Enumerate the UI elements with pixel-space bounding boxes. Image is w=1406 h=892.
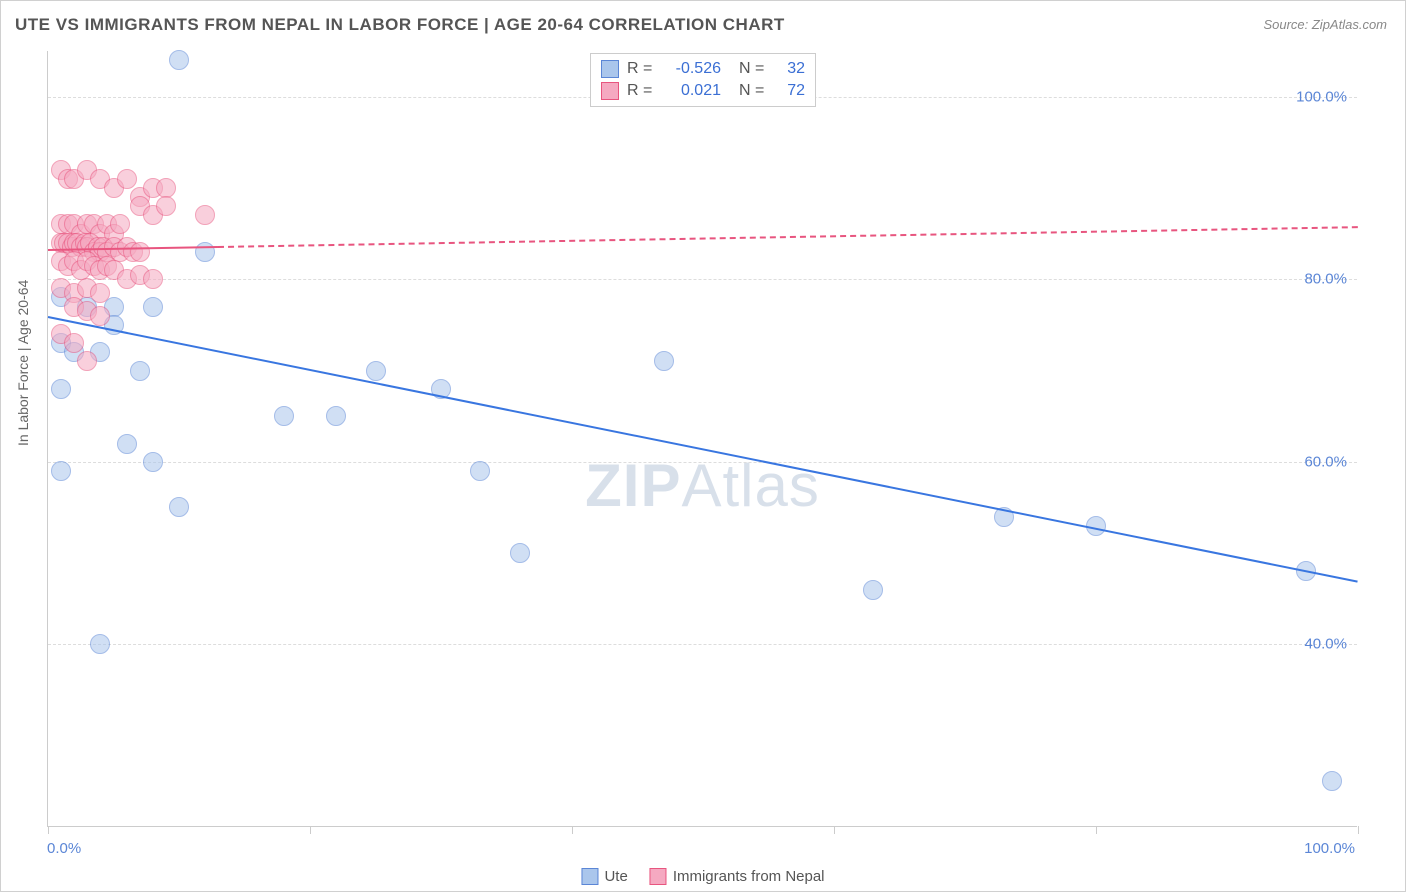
- series-legend: Ute Immigrants from Nepal: [581, 868, 824, 885]
- y-tick-label: 40.0%: [1304, 636, 1347, 653]
- scatter-point: [77, 351, 97, 371]
- legend-swatch: [601, 60, 619, 78]
- legend-n-value: 72: [777, 82, 805, 100]
- legend-item: Ute: [581, 868, 627, 885]
- legend-n-label: N =: [739, 82, 769, 100]
- scatter-point: [326, 406, 346, 426]
- y-tick-label: 100.0%: [1296, 88, 1347, 105]
- legend-r-value: 0.021: [665, 82, 721, 100]
- scatter-point: [195, 205, 215, 225]
- scatter-point: [51, 461, 71, 481]
- legend-r-label: R =: [627, 60, 657, 78]
- chart-title: UTE VS IMMIGRANTS FROM NEPAL IN LABOR FO…: [15, 15, 785, 35]
- chart-container: UTE VS IMMIGRANTS FROM NEPAL IN LABOR FO…: [0, 0, 1406, 892]
- legend-label: Immigrants from Nepal: [673, 868, 825, 885]
- y-tick-label: 80.0%: [1304, 271, 1347, 288]
- correlation-legend: R = -0.526 N = 32 R = 0.021 N = 72: [590, 53, 816, 107]
- scatter-point: [117, 169, 137, 189]
- scatter-point: [51, 379, 71, 399]
- legend-r-value: -0.526: [665, 60, 721, 78]
- x-tick: [834, 826, 835, 834]
- scatter-point: [90, 306, 110, 326]
- scatter-point: [130, 361, 150, 381]
- legend-swatch: [581, 868, 598, 885]
- scatter-point: [1322, 771, 1342, 791]
- gridline: [48, 462, 1357, 463]
- scatter-point: [366, 361, 386, 381]
- gridline: [48, 279, 1357, 280]
- scatter-point: [470, 461, 490, 481]
- x-tick: [48, 826, 49, 834]
- scatter-point: [156, 196, 176, 216]
- scatter-point: [654, 351, 674, 371]
- legend-label: Ute: [604, 868, 627, 885]
- scatter-point: [510, 543, 530, 563]
- scatter-point: [130, 242, 150, 262]
- legend-swatch: [601, 82, 619, 100]
- legend-r-label: R =: [627, 82, 657, 100]
- source-label: Source: ZipAtlas.com: [1263, 17, 1387, 32]
- legend-n-label: N =: [739, 60, 769, 78]
- legend-n-value: 32: [777, 60, 805, 78]
- legend-row: R = -0.526 N = 32: [601, 58, 805, 80]
- scatter-point: [90, 634, 110, 654]
- scatter-point: [110, 214, 130, 234]
- scatter-point: [863, 580, 883, 600]
- scatter-point: [274, 406, 294, 426]
- gridline: [48, 644, 1357, 645]
- scatter-point: [169, 50, 189, 70]
- x-tick-label-left: 0.0%: [47, 840, 81, 857]
- scatter-point: [143, 452, 163, 472]
- trend-line: [48, 316, 1358, 583]
- scatter-point: [169, 497, 189, 517]
- scatter-point: [195, 242, 215, 262]
- legend-row: R = 0.021 N = 72: [601, 80, 805, 102]
- scatter-point: [143, 297, 163, 317]
- plot-area: ZIPAtlas 40.0%60.0%80.0%100.0%: [47, 51, 1357, 827]
- x-tick: [1358, 826, 1359, 834]
- trend-line: [218, 226, 1358, 248]
- scatter-point: [117, 434, 137, 454]
- x-tick-label-right: 100.0%: [1304, 840, 1355, 857]
- legend-swatch: [650, 868, 667, 885]
- y-axis-label: In Labor Force | Age 20-64: [15, 280, 31, 446]
- legend-item: Immigrants from Nepal: [650, 868, 825, 885]
- scatter-point: [156, 178, 176, 198]
- scatter-point: [143, 269, 163, 289]
- scatter-point: [64, 333, 84, 353]
- x-tick: [572, 826, 573, 834]
- x-tick: [1096, 826, 1097, 834]
- x-tick: [310, 826, 311, 834]
- y-tick-label: 60.0%: [1304, 453, 1347, 470]
- scatter-point: [90, 283, 110, 303]
